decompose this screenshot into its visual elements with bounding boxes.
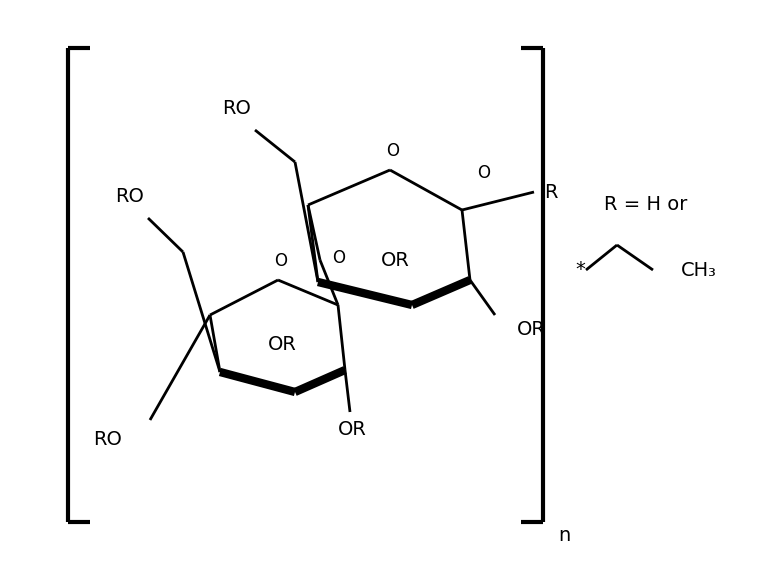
- Text: RO: RO: [222, 99, 251, 118]
- Text: O: O: [477, 164, 490, 182]
- Text: CH₃: CH₃: [681, 260, 717, 279]
- Text: O: O: [387, 142, 400, 160]
- Text: OR: OR: [517, 320, 546, 339]
- Text: n: n: [558, 526, 571, 545]
- Text: RO: RO: [116, 187, 144, 206]
- Text: OR: OR: [267, 336, 296, 355]
- Text: O: O: [274, 252, 287, 270]
- Text: O: O: [332, 249, 345, 267]
- Text: RO: RO: [93, 430, 122, 449]
- Text: *: *: [575, 260, 585, 279]
- Text: R = H or: R = H or: [604, 196, 688, 214]
- Text: OR: OR: [337, 420, 367, 439]
- Text: OR: OR: [380, 250, 410, 270]
- Text: R: R: [544, 182, 557, 202]
